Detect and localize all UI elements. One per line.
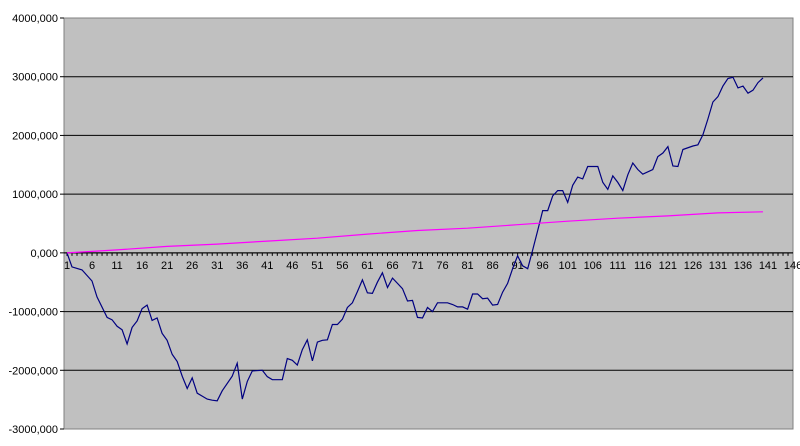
x-tick-label: 1 <box>64 260 70 272</box>
x-tick-label: 16 <box>136 260 148 272</box>
x-tick-label: 111 <box>609 260 626 272</box>
plot-area <box>63 17 794 430</box>
x-tick-label: 131 <box>709 260 727 272</box>
x-tick-label: 6 <box>89 260 95 272</box>
x-tick-label: 116 <box>634 260 652 272</box>
x-tick-label: 86 <box>486 260 498 272</box>
x-tick-label: 106 <box>584 260 602 272</box>
x-tick-label: 96 <box>537 260 549 272</box>
x-tick-label: 21 <box>161 260 173 272</box>
x-tick-label: 11 <box>111 260 122 272</box>
series-line-2 <box>66 211 764 254</box>
y-tick-label: -1000,000 <box>8 307 58 319</box>
x-tick-label: 66 <box>386 260 398 272</box>
series-line-1 <box>66 76 764 402</box>
y-tick-label: 2000,000 <box>12 130 58 142</box>
y-tick-label: -3000,000 <box>8 424 58 436</box>
x-tick-label: 31 <box>211 260 223 272</box>
x-tick-label: 36 <box>236 260 248 272</box>
x-tick-label: 126 <box>684 260 702 272</box>
x-axis: 1 6 11 16 21 26 31 36 41 46 51 56 61 66 71 76 81 86 91 96 10… <box>64 252 800 272</box>
y-tick-label: 3000,000 <box>12 72 58 84</box>
x-tick-label: 146 <box>784 260 800 272</box>
x-tick-label: 81 <box>461 260 473 272</box>
y-tick-label: 1000,000 <box>12 189 58 201</box>
x-tick-label: 101 <box>559 260 577 272</box>
y-axis: 4000,000 3000,000 2000,000 1000,000 0,000 -10… <box>8 13 64 436</box>
x-tick-label: 26 <box>186 260 198 272</box>
x-tick-label: 56 <box>336 260 348 272</box>
x-tick-label: 41 <box>261 260 273 272</box>
x-tick-label: 71 <box>411 260 423 272</box>
x-tick-label: 141 <box>759 260 777 272</box>
x-tick-label: 76 <box>436 260 448 272</box>
y-tick-label: 4000,000 <box>12 13 58 25</box>
x-tick-label: 46 <box>286 260 298 272</box>
y-tick-label: -2000,000 <box>8 365 58 377</box>
series-group <box>66 76 764 402</box>
y-tick-label: 0,000 <box>30 248 58 260</box>
x-tick-label: 121 <box>659 260 677 272</box>
x-tick-label: 136 <box>734 260 752 272</box>
x-tick-label: 61 <box>361 260 373 272</box>
x-tick-label: 51 <box>311 260 323 272</box>
